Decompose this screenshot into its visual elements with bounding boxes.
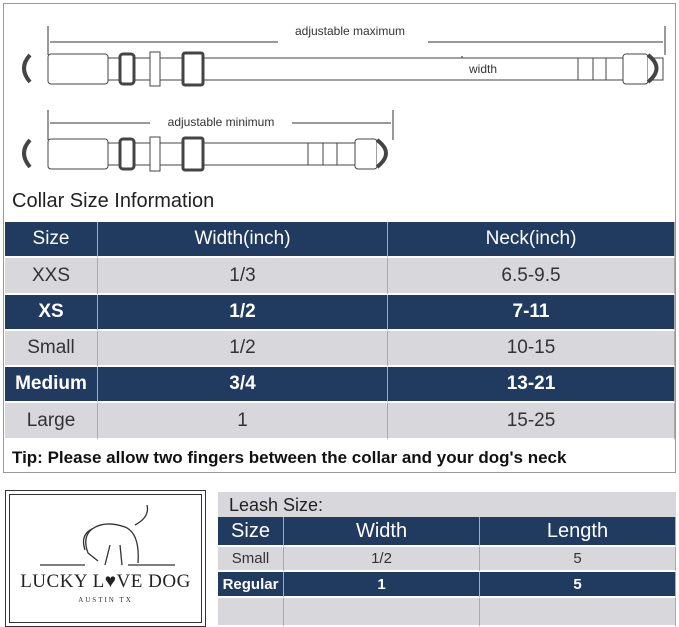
collar-min-drawing	[22, 136, 388, 172]
collar-max-drawing	[22, 51, 664, 87]
logo-location: AUSTIN TX	[78, 596, 133, 604]
collar-diagram: adjustable maximum adjustable minimum wi…	[22, 24, 666, 172]
table-row-length: 5	[480, 572, 676, 598]
header-width: Width	[284, 517, 480, 547]
collar-size-title: Collar Size Information	[12, 190, 215, 212]
table-row-size: XS	[5, 295, 98, 331]
table-row-width: 3/4	[98, 367, 388, 403]
table-row-neck: 6.5-9.5	[388, 258, 675, 295]
adjustable-minimum-label: adjustable minimum	[168, 115, 275, 129]
empty-cell	[218, 598, 284, 627]
leash-size-title: Leash Size:	[229, 495, 324, 515]
table-row-neck: 15-25	[388, 403, 675, 440]
table-row-neck: 7-11	[388, 295, 675, 331]
table-row-width: 1/2	[98, 295, 388, 331]
table-row-neck: 13-21	[388, 367, 675, 403]
header-size: Size	[5, 222, 98, 258]
header-neck: Neck(inch)	[388, 222, 675, 258]
dog-illustration-icon	[40, 504, 175, 566]
table-row-size: Regular	[218, 572, 284, 598]
collar-size-table: Size Width(inch) Neck(inch) XXS 1/3 6.5-…	[5, 222, 675, 440]
width-label: width	[468, 62, 497, 76]
fit-tip: Tip: Please allow two fingers between th…	[12, 448, 567, 467]
header-size: Size	[218, 517, 284, 547]
brand-logo: LUCKY L♥VE DOG AUSTIN TX	[5, 490, 206, 627]
table-row-length: 5	[480, 547, 676, 572]
table-row-width: 1/2	[284, 547, 480, 572]
table-row-size: Large	[5, 403, 98, 440]
table-row-width: 1	[98, 403, 388, 440]
header-width: Width(inch)	[98, 222, 388, 258]
empty-cell	[480, 598, 676, 627]
table-row-width: 1	[284, 572, 480, 598]
table-row-width: 1/2	[98, 331, 388, 367]
logo-wordmark: LUCKY L♥VE DOG	[20, 571, 191, 592]
table-row-width: 1/3	[98, 258, 388, 295]
table-row-size: XXS	[5, 258, 98, 295]
table-row-size: Medium	[5, 367, 98, 403]
header-length: Length	[480, 517, 676, 547]
leash-size-table: Size Width Length Small 1/2 5 Regular 1 …	[218, 517, 676, 627]
table-row-size: Small	[218, 547, 284, 572]
table-row-neck: 10-15	[388, 331, 675, 367]
empty-cell	[284, 598, 480, 627]
table-row-size: Small	[5, 331, 98, 367]
collar-section-frame	[3, 3, 676, 473]
adjustable-maximum-label: adjustable maximum	[295, 24, 405, 38]
